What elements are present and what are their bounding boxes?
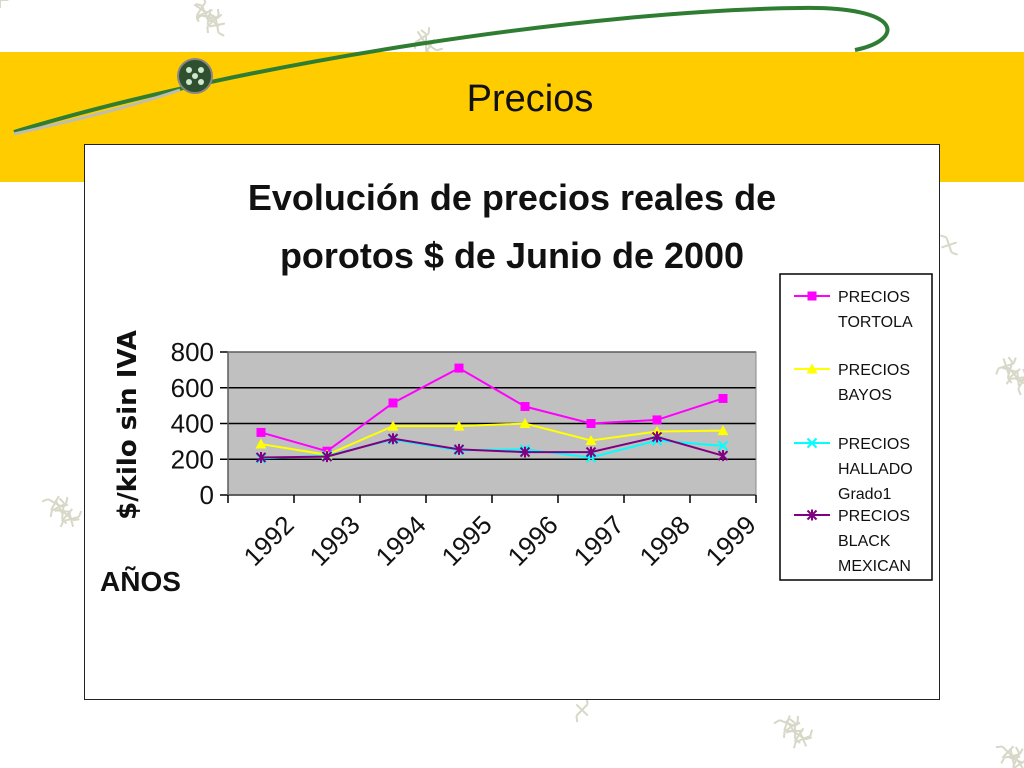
x-tick-label: 1998 (634, 510, 696, 572)
data-point (387, 433, 399, 445)
pattern-mark (41, 495, 69, 511)
y-tick-label: 400 (171, 409, 214, 439)
legend-label: PRECIOS (838, 362, 910, 379)
legend-label: BAYOS (838, 387, 892, 404)
legend-marker (806, 437, 818, 449)
data-point (256, 427, 266, 437)
legend: PRECIOS TORTOLA PRECIOS BAYOS PRECIOS HALLADO… (779, 273, 933, 581)
pattern-mark (416, 38, 444, 54)
x-tick-label: 1995 (436, 510, 498, 572)
data-point (585, 446, 597, 458)
ornament-icon (177, 58, 213, 94)
data-point (717, 450, 729, 462)
pattern-mark (1014, 368, 1024, 396)
data-point (453, 420, 465, 431)
pattern-mark (195, 2, 215, 24)
x-tick-label: 1994 (370, 510, 432, 572)
y-tick-label: 800 (171, 337, 214, 367)
pattern-mark (940, 234, 958, 256)
pattern-mark (1002, 366, 1024, 382)
x-axis-label: AÑOS (100, 566, 181, 597)
legend-label: PRECIOS (838, 436, 910, 453)
pattern-mark (1009, 755, 1024, 768)
data-point (255, 438, 267, 449)
legend-item: PRECIOS BLACK MEXICAN (794, 508, 911, 575)
y-tick-label: 600 (171, 373, 214, 403)
data-point (519, 418, 531, 428)
x-tick-label: 1993 (304, 510, 366, 572)
pattern-mark (195, 8, 223, 26)
x-tick-label: 1992 (238, 510, 300, 572)
legend-label: MEXICAN (838, 558, 911, 575)
data-point (454, 363, 464, 373)
data-point (388, 398, 398, 408)
data-point (717, 425, 729, 436)
legend-label: PRECIOS (838, 508, 910, 525)
data-point (651, 431, 663, 443)
pattern-mark (1002, 356, 1018, 384)
x-tick-label: 1999 (700, 510, 762, 572)
legend-label: BLACK (838, 533, 891, 550)
legend-label: Grado1 (838, 486, 891, 503)
pattern-mark (0, 0, 10, 8)
chart-title-line-2: porotos $ de Junio de 2000 (280, 235, 744, 276)
data-point (453, 443, 465, 455)
pattern-mark (783, 715, 799, 739)
legend-label: HALLADO (838, 461, 913, 478)
y-axis-label: $/kilo sin IVA (113, 330, 143, 520)
data-point (321, 451, 333, 463)
pattern-mark (995, 357, 1017, 375)
data-point (519, 446, 531, 458)
data-point (255, 451, 267, 463)
data-point (718, 393, 728, 403)
pattern-mark (995, 745, 1021, 759)
y-tick-label: 0 (200, 480, 214, 510)
slide-title: Precios (466, 78, 594, 120)
y-tick-label: 200 (171, 444, 214, 474)
pattern-mark (193, 0, 209, 23)
pattern-mark (54, 508, 80, 522)
series-line (260, 366, 724, 453)
data-point (585, 434, 597, 445)
x-tick-label: 1996 (502, 510, 564, 572)
data-point (586, 419, 596, 428)
pattern-mark (773, 715, 801, 731)
swoosh-line-light (13, 88, 181, 136)
data-point (717, 440, 729, 452)
legend-item: PRECIOS TORTOLA (794, 289, 913, 331)
x-tick-label: 1997 (568, 510, 630, 572)
pattern-mark (49, 496, 69, 518)
legend-item: PRECIOS HALLADO Grado1 (794, 436, 913, 503)
legend-marker (806, 509, 818, 521)
legend-label: PRECIOS (838, 289, 910, 306)
data-point (652, 415, 662, 425)
chart-title-line-1: Evolución de precios reales de (248, 177, 776, 218)
data-point (387, 420, 399, 431)
series-4 (255, 431, 729, 463)
pattern-mark (792, 729, 814, 749)
legend-item: PRECIOS BAYOS (794, 362, 910, 404)
pattern-mark (785, 727, 813, 743)
legend-label: TORTOLA (838, 314, 913, 331)
line-chart: Evolución de precios reales de porotos $… (100, 177, 933, 597)
pattern-mark (413, 27, 431, 49)
data-point (520, 402, 530, 412)
series-line (260, 435, 724, 459)
legend-box (779, 273, 933, 581)
pattern-mark (575, 697, 589, 723)
legend-marker (806, 363, 818, 374)
legend-marker (807, 291, 817, 301)
series-line (260, 422, 724, 456)
pattern-mark (1008, 746, 1024, 768)
pattern-mark (54, 497, 72, 525)
